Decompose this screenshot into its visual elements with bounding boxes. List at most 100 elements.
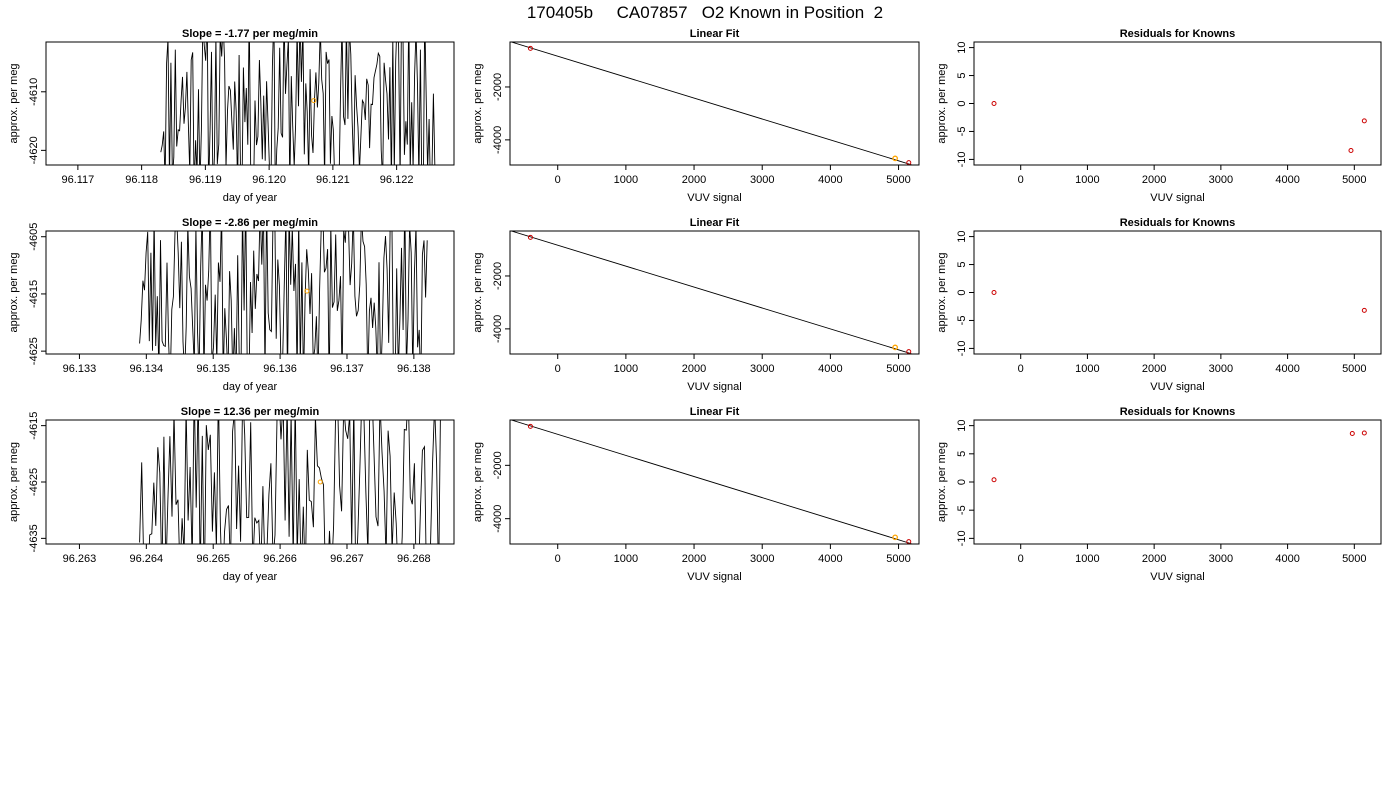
y-axis-label: approx. per meg (936, 442, 948, 522)
y-tick-label: -4615 (28, 412, 40, 440)
x-tick-label: 96.118 (125, 174, 158, 186)
highlight-point (892, 534, 898, 541)
highlight-point (317, 479, 323, 485)
plot-area (511, 42, 913, 165)
x-tick-label: 96.266 (263, 553, 297, 565)
panel-title: Linear Fit (690, 406, 740, 418)
x-tick-label: 2000 (1142, 553, 1166, 565)
panel-title: Linear Fit (690, 28, 740, 40)
chart-panel: Residuals for Knowns 0 1000 2000 3000 4000 500… (936, 217, 1382, 393)
y-tick-label: -4625 (28, 337, 40, 365)
plot-area (139, 231, 428, 354)
y-axis-label: approx. per meg (472, 252, 484, 332)
x-tick-label: 1000 (614, 553, 638, 565)
panel-title: Residuals for Knowns (1120, 406, 1236, 418)
y-tick-label: -4620 (28, 136, 40, 164)
x-tick-label: 3000 (1209, 174, 1233, 186)
plot-area (991, 430, 1367, 483)
x-tick-label: 96.267 (330, 553, 364, 565)
x-tick-label: 5000 (1342, 174, 1366, 186)
x-axis-label: VUV signal (687, 381, 741, 393)
y-axis-label: approx. per meg (8, 63, 20, 143)
y-tick-label: 0 (956, 289, 968, 295)
residual-point (991, 101, 997, 106)
known-point (527, 45, 533, 51)
chart-panel: Residuals for Knowns 0 1000 2000 3000 4000 500… (936, 406, 1382, 583)
y-tick-label: 10 (956, 41, 968, 53)
page-title: 170405b CA07857 O2 Known in Position 2 (527, 3, 883, 22)
y-tick-label: 10 (956, 420, 968, 432)
known-point (527, 234, 533, 240)
highlight-point (892, 155, 898, 162)
residual-point (1361, 118, 1367, 124)
x-tick-label: 96.137 (330, 363, 364, 375)
plot-frame (509, 419, 920, 545)
fit-line (511, 42, 913, 165)
x-tick-label: 3000 (750, 553, 774, 565)
highlight-point (304, 288, 310, 294)
y-tick-label: -2000 (492, 262, 504, 290)
y-tick-label: 0 (956, 479, 968, 485)
x-tick-label: 4000 (1275, 553, 1299, 565)
x-tick-label: 96.122 (380, 174, 414, 186)
residual-point (1361, 307, 1367, 313)
x-tick-label: 1000 (614, 174, 638, 186)
residual-point (991, 477, 997, 483)
x-tick-label: 4000 (818, 174, 842, 186)
x-axis-label: VUV signal (1150, 381, 1204, 393)
plot-frame (509, 230, 920, 355)
x-tick-label: 2000 (1142, 363, 1166, 375)
x-tick-label: 0 (1018, 174, 1024, 186)
x-tick-label: 0 (1018, 363, 1024, 375)
plot-area (139, 420, 441, 544)
y-tick-label: -5 (956, 127, 968, 137)
x-axis-label: day of year (223, 192, 278, 204)
y-tick-label: 5 (956, 72, 968, 78)
y-tick-label: -4625 (28, 468, 40, 496)
x-tick-label: 1000 (1075, 363, 1099, 375)
panel-title: Residuals for Knowns (1120, 28, 1236, 40)
x-tick-label: 4000 (818, 363, 842, 375)
x-axis-label: VUV signal (687, 571, 741, 583)
x-tick-label: 1000 (614, 363, 638, 375)
residual-point (1349, 431, 1355, 437)
highlight-point (311, 98, 317, 104)
y-axis-label: approx. per meg (472, 63, 484, 143)
x-tick-label: 0 (1018, 553, 1024, 565)
x-tick-label: 3000 (1209, 363, 1233, 375)
x-tick-label: 3000 (1209, 553, 1233, 565)
panel-title: Linear Fit (690, 217, 740, 229)
x-tick-label: 4000 (818, 553, 842, 565)
y-tick-label: -4000 (492, 505, 504, 533)
x-tick-label: 5000 (1342, 363, 1366, 375)
y-axis-label: approx. per meg (936, 252, 948, 332)
x-tick-label: 0 (555, 363, 561, 375)
plot-area (991, 290, 1367, 313)
chart-panel: Linear Fit 0 1000 2000 3000 4000 5000 -2000 -400… (472, 406, 920, 583)
x-tick-label: 1000 (1075, 553, 1099, 565)
y-tick-label: 5 (956, 261, 968, 267)
x-tick-label: 3000 (750, 363, 774, 375)
x-tick-label: 4000 (1275, 363, 1299, 375)
x-tick-label: 96.135 (196, 363, 230, 375)
plot-area (991, 101, 1367, 153)
x-tick-label: 2000 (1142, 174, 1166, 186)
plot-area (511, 420, 913, 544)
fit-line (511, 231, 913, 354)
series-line (139, 420, 441, 544)
chart-panel: Slope = 12.36 per meg/min 96.263 96.264 96.… (8, 406, 455, 583)
x-tick-label: 0 (555, 553, 561, 565)
known-point (527, 423, 533, 429)
y-tick-label: -10 (956, 340, 968, 356)
x-tick-label: 4000 (1275, 174, 1299, 186)
x-tick-label: 96.264 (129, 553, 163, 565)
x-tick-label: 5000 (886, 174, 910, 186)
x-tick-label: 96.263 (63, 553, 97, 565)
x-tick-label: 96.138 (397, 363, 431, 375)
x-tick-label: 1000 (1075, 174, 1099, 186)
panel-title: Slope = -2.86 per meg/min (182, 217, 318, 229)
chart-panel: Slope = -1.77 per meg/min 96.117 96.118 96.… (8, 28, 455, 204)
residual-point (991, 290, 997, 295)
x-axis-label: VUV signal (1150, 192, 1204, 204)
